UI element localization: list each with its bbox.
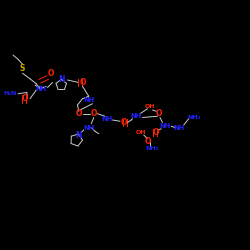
Text: NH₃: NH₃: [187, 115, 200, 120]
Text: NH: NH: [102, 116, 113, 122]
Text: NH: NH: [36, 86, 47, 92]
Text: OH: OH: [136, 130, 146, 135]
Text: O: O: [22, 94, 28, 103]
Text: O: O: [48, 69, 54, 78]
Text: O: O: [153, 128, 160, 137]
Text: NH: NH: [130, 113, 142, 119]
Text: O: O: [90, 109, 97, 118]
Text: N: N: [76, 130, 82, 140]
Text: O: O: [156, 109, 162, 118]
Text: NH: NH: [83, 124, 94, 130]
Text: H₂N: H₂N: [4, 91, 17, 96]
Text: O: O: [76, 109, 82, 118]
Text: O: O: [120, 118, 127, 127]
Text: O: O: [79, 78, 86, 87]
Text: NH₃: NH₃: [146, 146, 159, 151]
Text: NH: NH: [160, 123, 170, 129]
Text: N: N: [58, 76, 64, 84]
Text: NH: NH: [83, 97, 94, 103]
Text: O: O: [144, 137, 151, 146]
Text: NH: NH: [173, 124, 184, 130]
Text: OH: OH: [145, 104, 155, 109]
Text: S: S: [20, 64, 25, 73]
